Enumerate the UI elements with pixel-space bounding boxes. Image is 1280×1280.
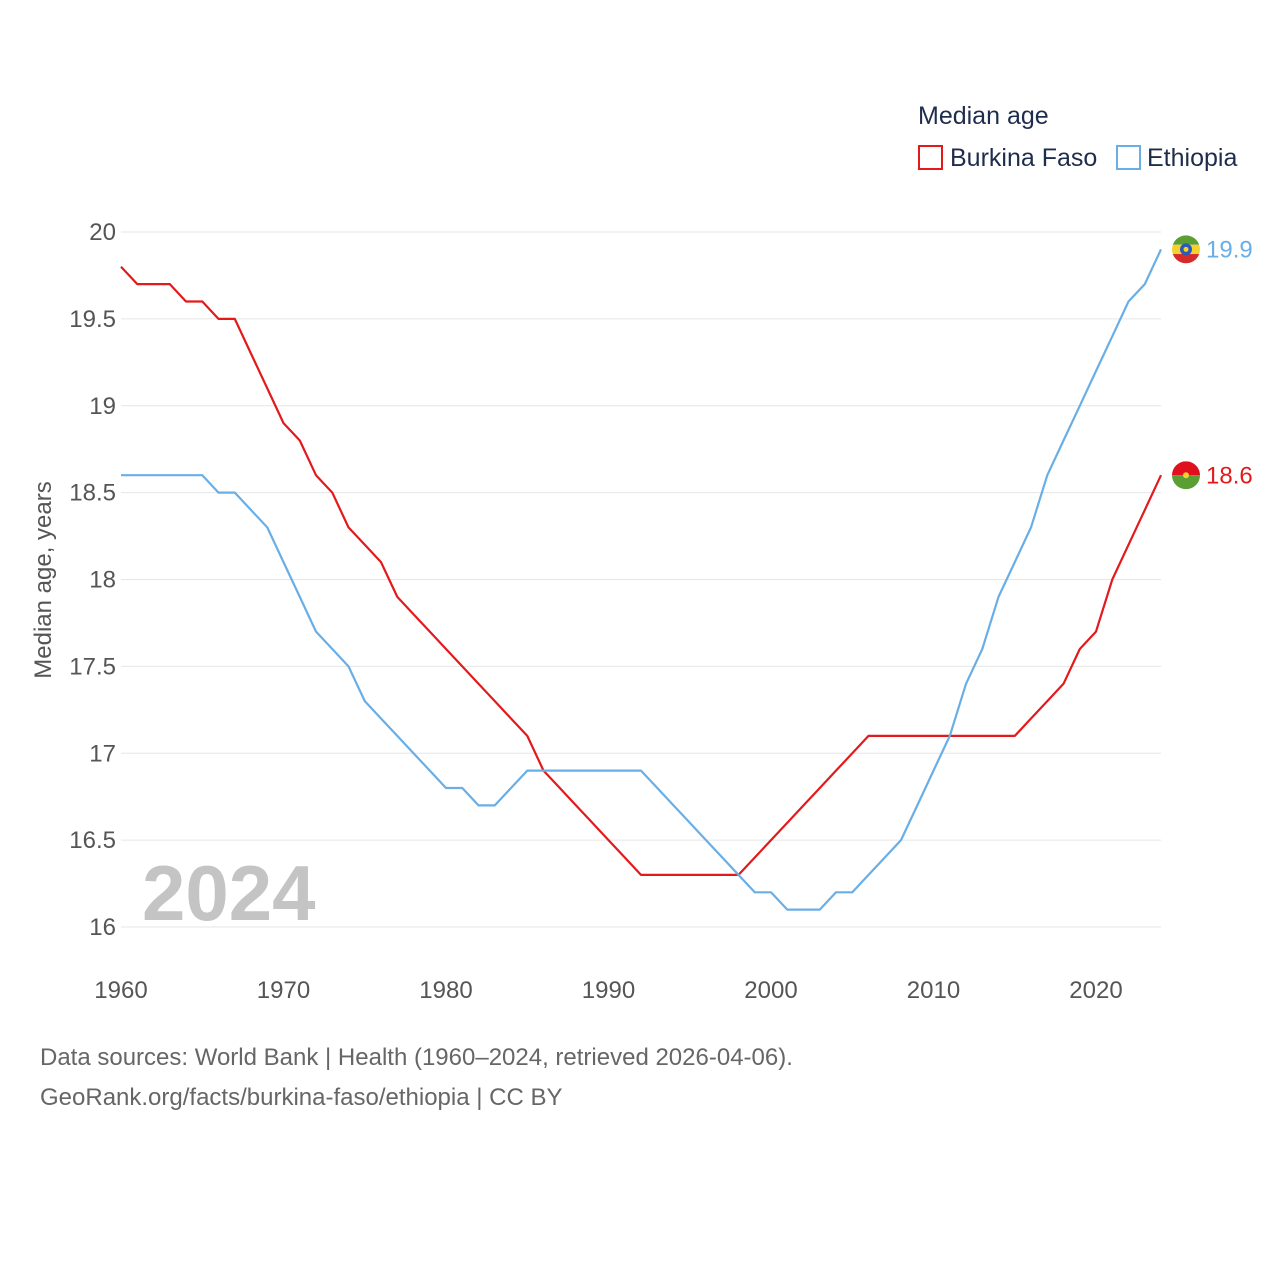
y-tick-label: 18.5 [69, 480, 116, 507]
y-tick-label: 19 [89, 393, 116, 420]
burkina-faso-flag-icon [1172, 461, 1200, 490]
x-tick-label: 1980 [419, 977, 472, 1004]
series-line-ethiopia [121, 248, 1162, 911]
y-axis-title: Median age, years [30, 481, 57, 678]
legend-title: Median age [918, 102, 1049, 130]
x-tick-label: 1990 [582, 977, 635, 1004]
y-tick-label: 17 [89, 740, 116, 767]
legend-label-burkina-faso: Burkina Faso [950, 144, 1097, 172]
x-tick-label: 1960 [94, 977, 147, 1004]
y-tick-label: 16.5 [69, 827, 116, 854]
legend-swatch-burkina-faso [918, 145, 943, 170]
y-tick-label: 20 [89, 219, 116, 246]
y-tick-label: 17.5 [69, 653, 116, 680]
y-tick-label: 18 [89, 567, 116, 594]
y-tick-label: 19.5 [69, 306, 116, 333]
legend-label-ethiopia: Ethiopia [1147, 144, 1237, 172]
x-tick-label: 2010 [907, 977, 960, 1004]
y-tick-label: 16 [89, 914, 116, 941]
footer-attribution: GeoRank.org/facts/burkina-faso/ethiopia … [40, 1084, 563, 1111]
legend-swatch-ethiopia [1116, 145, 1141, 170]
x-tick-label: 1970 [257, 977, 310, 1004]
x-tick-label: 2020 [1069, 977, 1122, 1004]
legend: Median age Burkina Faso Ethiopia [918, 102, 1237, 172]
x-axis-ticks: 1960 1970 1980 1990 2000 2010 2020 [94, 977, 1122, 1004]
ethiopia-flag-icon [1172, 235, 1200, 264]
end-value-label-ethiopia: 19.9 [1206, 236, 1253, 263]
footer-sources: Data sources: World Bank | Health (1960–… [40, 1044, 793, 1071]
y-axis-ticks: 16 16.5 17 17.5 18 18.5 19 19.5 20 [69, 219, 116, 941]
end-value-label-burkina-faso: 18.6 [1206, 462, 1253, 489]
series-line-burkina-faso [120, 265, 1162, 877]
grid-lines [121, 231, 1161, 928]
end-markers: 18.6 19.9 [1172, 235, 1253, 490]
series-lines [120, 248, 1162, 911]
year-label: 2024 [142, 849, 316, 937]
x-tick-label: 2000 [744, 977, 797, 1004]
